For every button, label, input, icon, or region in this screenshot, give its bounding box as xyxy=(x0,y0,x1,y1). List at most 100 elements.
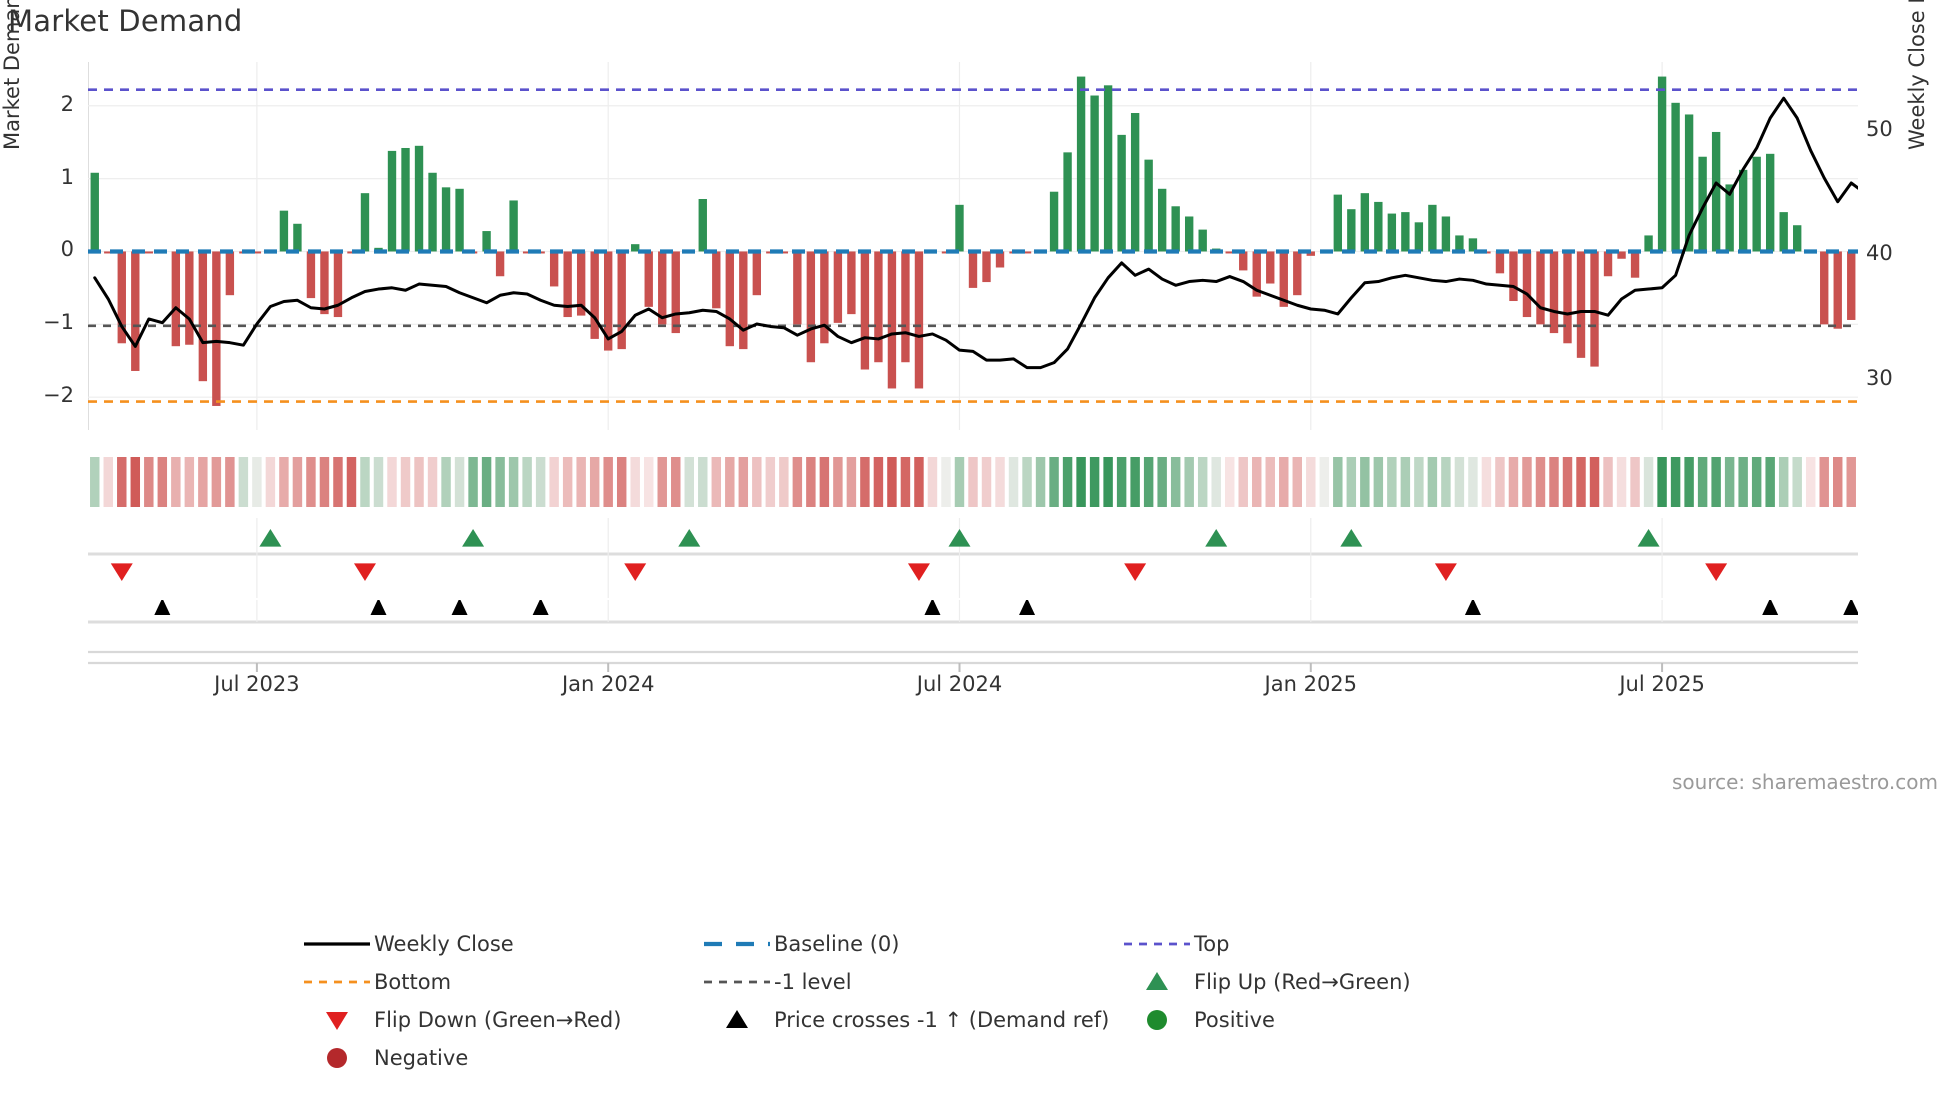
heatmap-cell xyxy=(846,457,857,507)
heatmap-cell xyxy=(860,457,870,507)
heatmap-cell xyxy=(792,457,803,507)
heatmap-cell xyxy=(1724,457,1735,507)
demand-bar xyxy=(590,251,599,339)
demand-bar xyxy=(1820,251,1829,325)
y-axis-left-label: Market Demand xyxy=(0,0,24,150)
demand-bar xyxy=(1590,251,1599,367)
heatmap-cell xyxy=(887,457,897,507)
x-axis-svg xyxy=(88,598,1900,654)
legend-item[interactable]: Price crosses -1 ↑ (Demand ref) xyxy=(700,1001,1120,1039)
demand-chart-svg xyxy=(88,62,1858,430)
demand-bar xyxy=(1455,235,1464,252)
demand-bar xyxy=(820,251,829,344)
demand-bar xyxy=(644,251,653,307)
price-cross-marker xyxy=(924,598,941,615)
demand-bar xyxy=(671,251,680,334)
heatmap-cell xyxy=(157,457,168,507)
flip-up-marker xyxy=(259,529,282,547)
flip-up-marker xyxy=(678,529,701,547)
demand-bar xyxy=(941,251,951,254)
demand-bar xyxy=(549,251,559,287)
heatmap-cell xyxy=(117,457,127,507)
demand-bar xyxy=(293,223,302,252)
legend-item[interactable]: Flip Up (Red→Green) xyxy=(1120,963,1540,1001)
heatmap-cell xyxy=(927,457,938,507)
heatmap-cell xyxy=(1387,457,1397,507)
x-axis-tick-label: Jul 2023 xyxy=(214,672,300,696)
heatmap-cell xyxy=(1008,457,1019,507)
heatmap-cell xyxy=(752,457,762,507)
demand-bar xyxy=(1198,229,1207,252)
triangle-glyph xyxy=(326,1012,348,1030)
legend-item[interactable]: Negative xyxy=(300,1039,700,1077)
heatmap-cell xyxy=(1481,457,1492,507)
heatmap-cell xyxy=(1400,457,1411,507)
demand-bar xyxy=(1522,251,1532,318)
demand-bar xyxy=(1293,251,1302,296)
demand-bar xyxy=(847,251,856,315)
demand-bar xyxy=(725,251,734,347)
demand-bar xyxy=(887,251,897,389)
flip-down-marker xyxy=(1434,563,1457,581)
heatmap-cell xyxy=(981,457,992,507)
y-axis-right-tick: 40 xyxy=(1866,241,1893,266)
sentiment-heatmap-strip xyxy=(88,455,1858,510)
heatmap-cell xyxy=(495,457,505,507)
heatmap-cell xyxy=(1427,457,1438,507)
demand-bar xyxy=(320,251,329,315)
demand-bar xyxy=(1563,251,1572,344)
legend-label: Bottom xyxy=(374,970,452,994)
legend-item[interactable]: Flip Down (Green→Red) xyxy=(300,1001,700,1039)
heatmap-cell xyxy=(184,457,195,507)
heatmap-cell xyxy=(1076,457,1086,507)
heatmap-cell xyxy=(387,457,397,507)
demand-bar xyxy=(874,251,883,363)
heatmap-cell xyxy=(90,457,100,507)
flip-up-marker xyxy=(948,529,971,547)
heatmap-cell xyxy=(1035,457,1046,507)
heatmap-cell xyxy=(333,457,343,507)
demand-bar xyxy=(658,251,667,325)
legend-item[interactable]: -1 level xyxy=(700,963,1120,1001)
legend-item[interactable]: Baseline (0) xyxy=(700,925,1120,963)
legend-item[interactable]: Bottom xyxy=(300,963,700,1001)
demand-bar xyxy=(1306,251,1315,256)
heatmap-cell xyxy=(1265,457,1275,507)
legend-symbol xyxy=(700,929,774,959)
legend-symbol xyxy=(300,1043,374,1073)
line-dotted-purple-icon xyxy=(1124,942,1190,946)
demand-bar xyxy=(1090,95,1099,252)
heatmap-cell xyxy=(1279,457,1289,507)
heatmap-cell xyxy=(1819,457,1829,507)
demand-bar xyxy=(1847,251,1856,320)
x-axis-tick-label: Jan 2024 xyxy=(561,672,655,696)
triangle-up-black-icon xyxy=(726,1010,748,1028)
triangle-glyph xyxy=(1146,972,1168,990)
demand-bar xyxy=(752,251,762,296)
demand-bar xyxy=(955,204,964,252)
heatmap-cell xyxy=(360,457,370,507)
legend-item[interactable]: Positive xyxy=(1120,1001,1540,1039)
heatmap-cell xyxy=(400,457,411,507)
demand-bar xyxy=(1765,153,1775,252)
legend-item[interactable]: Top xyxy=(1120,925,1540,963)
legend-symbol xyxy=(700,967,774,997)
triangle-down-red-icon xyxy=(326,1012,348,1030)
heatmap-cell xyxy=(1468,457,1478,507)
demand-bar xyxy=(712,251,721,309)
demand-bar xyxy=(779,251,789,254)
demand-bar xyxy=(739,251,748,350)
demand-bar xyxy=(495,251,505,277)
heatmap-cell xyxy=(1306,457,1316,507)
demand-bar xyxy=(131,251,140,371)
legend-label: Weekly Close xyxy=(374,932,514,956)
heatmap-cell xyxy=(198,457,208,507)
heatmap-cell xyxy=(211,457,222,507)
demand-bar xyxy=(306,251,316,299)
demand-bar xyxy=(1833,251,1842,329)
flip-down-marker xyxy=(1705,563,1728,581)
legend-item[interactable]: Weekly Close xyxy=(300,925,700,963)
heatmap-cell xyxy=(1630,457,1640,507)
flip-down-marker xyxy=(1124,563,1147,581)
circle-darkred-icon xyxy=(327,1048,347,1068)
